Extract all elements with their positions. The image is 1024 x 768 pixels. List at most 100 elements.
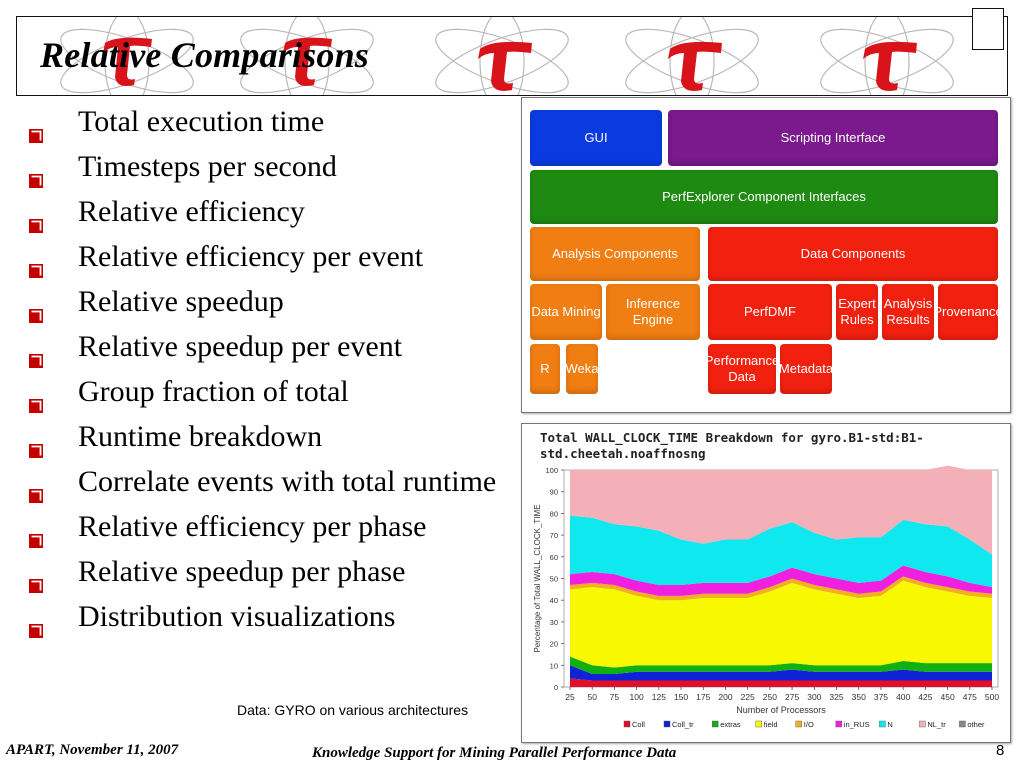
series-area <box>570 565 992 596</box>
legend-swatch <box>623 720 631 728</box>
x-tick-label: 175 <box>696 692 710 702</box>
bullet-item: Total execution time <box>28 104 498 143</box>
y-tick-label: 30 <box>550 618 558 627</box>
y-tick-label: 70 <box>550 531 558 540</box>
x-axis-label: Number of Processors <box>736 705 826 715</box>
bullet-box-icon <box>28 342 44 368</box>
y-tick-label: 50 <box>550 575 558 584</box>
legend-label: N <box>887 720 892 729</box>
x-tick-label: 250 <box>763 692 777 702</box>
r-block: R <box>530 344 560 394</box>
data-mining-block: Data Mining <box>530 284 602 340</box>
architecture-diagram: GUI Scripting Interface PerfExplorer Com… <box>521 97 1011 413</box>
series-area <box>570 465 992 555</box>
bullet-item: Relative efficiency <box>28 194 498 233</box>
bullet-text: Relative efficiency <box>78 195 305 228</box>
bullet-text: Relative speedup per event <box>78 330 403 363</box>
metadata-block: Metadata <box>779 344 833 394</box>
performance-data-block: Performance Data <box>705 344 779 394</box>
x-tick-label: 225 <box>741 692 755 702</box>
series-area <box>570 656 992 674</box>
legend-swatch <box>711 720 719 728</box>
x-tick-label: 300 <box>807 692 821 702</box>
y-tick-label: 0 <box>554 683 558 692</box>
bullet-box-icon <box>28 207 44 233</box>
legend-label: in_RUS <box>844 720 870 729</box>
analysis-components-block: Analysis Components <box>530 227 700 281</box>
x-tick-label: 500 <box>985 692 999 702</box>
bullet-item: Distribution visualizations <box>28 599 498 638</box>
bullet-box-icon <box>28 297 44 323</box>
chart-plot: 0 10 20 30 40 50 60 70 80 90 100 25 50 75 100 125 150 175… <box>533 465 999 729</box>
bullet-item: Relative speedup per phase <box>28 554 498 593</box>
bullet-box-icon <box>28 252 44 278</box>
data-caption: Data: GYRO on various architectures <box>237 702 469 718</box>
legend-label: I/O <box>804 720 814 729</box>
y-tick-label: 40 <box>550 596 558 605</box>
x-tick-label: 475 <box>963 692 977 702</box>
x-tick-label: 75 <box>610 692 620 702</box>
weka-block: Weka <box>566 344 599 394</box>
y-tick-label: 100 <box>545 466 558 475</box>
runtime-breakdown-chart: Total WALL_CLOCK_TIME Breakdown for gyro… <box>521 423 1011 743</box>
bullet-item: Runtime breakdown <box>28 419 498 458</box>
x-tick-label: 25 <box>565 692 575 702</box>
x-tick-label: 425 <box>918 692 932 702</box>
bullet-text: Relative efficiency per phase <box>78 510 427 543</box>
bullet-box-icon <box>28 432 44 458</box>
bullet-text: Runtime breakdown <box>78 420 323 453</box>
legend-label: extras <box>720 720 741 729</box>
x-tick-label: 350 <box>852 692 866 702</box>
legend-label: NL_tr <box>927 720 946 729</box>
legend-swatch <box>919 720 926 728</box>
y-tick-label: 10 <box>550 661 558 670</box>
legend-swatch <box>663 720 671 728</box>
inference-engine-block: Inference Engine <box>606 284 700 340</box>
y-tick-label: 80 <box>550 509 558 518</box>
legend-label: other <box>967 720 985 729</box>
legend-swatch <box>835 720 842 728</box>
bullet-text: Group fraction of total <box>78 375 349 408</box>
series-area <box>570 580 992 668</box>
bullet-list: Total execution time Timesteps per second… <box>28 104 498 644</box>
series-area <box>570 665 992 681</box>
legend-label: field <box>764 720 778 729</box>
y-axis-label: Percentage of Total WALL_CLOCK_TIME <box>533 504 542 652</box>
x-tick-label: 150 <box>674 692 688 702</box>
bullet-item: Group fraction of total <box>28 374 498 413</box>
bullet-item: Timesteps per second <box>28 149 498 188</box>
expert-rules-block: Expert Rules <box>836 284 878 340</box>
bullet-item: Relative efficiency per phase <box>28 509 498 548</box>
bullet-item: Relative speedup per event <box>28 329 498 368</box>
bullet-text: Total execution time <box>78 105 325 138</box>
scripting-interface-block: Scripting Interface <box>668 110 998 166</box>
page-number: 8 <box>996 742 1005 759</box>
data-components-block: Data Components <box>708 227 998 281</box>
x-tick-label: 50 <box>587 692 597 702</box>
x-tick-label: 100 <box>630 692 644 702</box>
x-tick-label: 375 <box>874 692 888 702</box>
slide-title: Relative Comparisons <box>40 35 370 75</box>
legend-label: Coll <box>632 720 645 729</box>
legend-label: Coll_tr <box>672 720 694 729</box>
y-tick-label: 90 <box>550 488 558 497</box>
header-banner <box>16 16 1008 96</box>
series-area <box>570 515 992 588</box>
corner-box <box>972 8 1004 50</box>
x-tick-label: 200 <box>718 692 732 702</box>
bullet-box-icon <box>28 567 44 593</box>
bullet-item: Relative speedup <box>28 284 498 323</box>
x-tick-label: 450 <box>940 692 954 702</box>
bullet-text: Distribution visualizations <box>78 600 396 633</box>
bullet-text: Timesteps per second <box>78 150 337 183</box>
y-tick-label: 20 <box>550 640 558 649</box>
y-tick-label: 60 <box>550 553 558 562</box>
analysis-results-block: Analysis Results <box>882 284 934 340</box>
legend-swatch <box>795 720 802 728</box>
bullet-text: Correlate events with total runtime <box>78 465 497 498</box>
bullet-box-icon <box>28 117 44 143</box>
x-tick-label: 275 <box>785 692 799 702</box>
component-interfaces-block: PerfExplorer Component Interfaces <box>530 170 998 224</box>
bullet-box-icon <box>28 612 44 638</box>
legend-swatch <box>959 720 966 728</box>
